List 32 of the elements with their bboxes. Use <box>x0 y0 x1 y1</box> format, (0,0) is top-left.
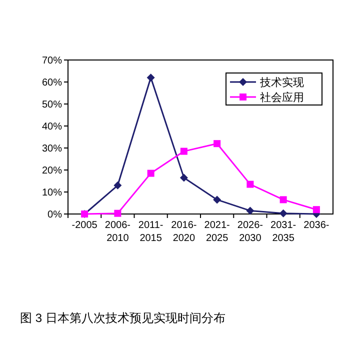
x-tick-label: 2026-2030 <box>237 220 263 244</box>
point <box>213 196 222 204</box>
point <box>246 180 254 188</box>
y-tick-label: 50% <box>42 100 62 110</box>
y-tick-label: 70% <box>42 56 62 66</box>
point <box>146 74 155 82</box>
point <box>147 170 154 177</box>
y-tick-label: 0% <box>48 210 62 220</box>
point <box>114 210 122 217</box>
text: 图 3 日本第八次技术预见实现时间分布 <box>20 311 226 325</box>
legend-label: 社会应用 <box>260 91 304 104</box>
point <box>312 206 320 214</box>
y-tick-label: 60% <box>42 78 62 88</box>
legend-label: 技术实现 <box>259 76 304 89</box>
y-tick-label: 20% <box>42 166 62 176</box>
point <box>280 196 287 204</box>
point <box>214 140 221 148</box>
point <box>180 174 188 182</box>
x-tick-label: -2005 <box>72 220 98 231</box>
x-tick-label: 2036- <box>304 220 330 231</box>
point <box>180 148 188 155</box>
x-tick-label: 2011-2015 <box>138 220 164 244</box>
y-tick-label: 10% <box>42 188 62 198</box>
x-tick-label: 2021-2025 <box>204 220 230 244</box>
x-tick-label: 2031-2035 <box>270 220 296 244</box>
y-tick-label: 30% <box>42 144 62 154</box>
x-tick-label: 2016-2020 <box>171 220 197 244</box>
point <box>114 181 122 190</box>
y-tick-label: 40% <box>42 122 62 132</box>
x-tick-label: 2006-2010 <box>104 220 130 244</box>
point <box>246 206 254 215</box>
point <box>279 209 288 218</box>
